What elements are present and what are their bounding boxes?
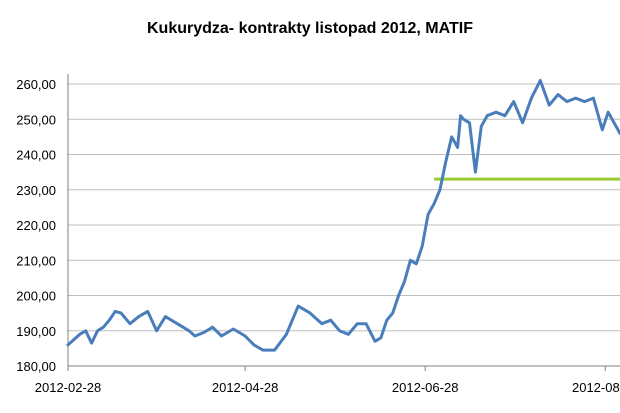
chart-title: Kukurydza- kontrakty listopad 2012, MATI… (147, 20, 473, 37)
x-tick-label: 2012-04-28 (212, 380, 279, 395)
y-tick-label: 190,00 (16, 324, 56, 339)
y-tick-label: 250,00 (16, 112, 56, 127)
x-tick-label: 2012-06-28 (392, 380, 459, 395)
y-tick-label: 180,00 (16, 359, 56, 374)
series-line (66, 79, 620, 352)
y-tick-label: 230,00 (16, 183, 56, 198)
y-tick-label: 220,00 (16, 218, 56, 233)
x-tick-label: 2012-08-28 (572, 380, 620, 395)
x-tick-label: 2012-02-28 (35, 380, 102, 395)
y-tick-label: 200,00 (16, 289, 56, 304)
y-tick-label: 260,00 (16, 77, 56, 92)
y-tick-label: 210,00 (16, 253, 56, 268)
y-tick-label: 240,00 (16, 148, 56, 163)
